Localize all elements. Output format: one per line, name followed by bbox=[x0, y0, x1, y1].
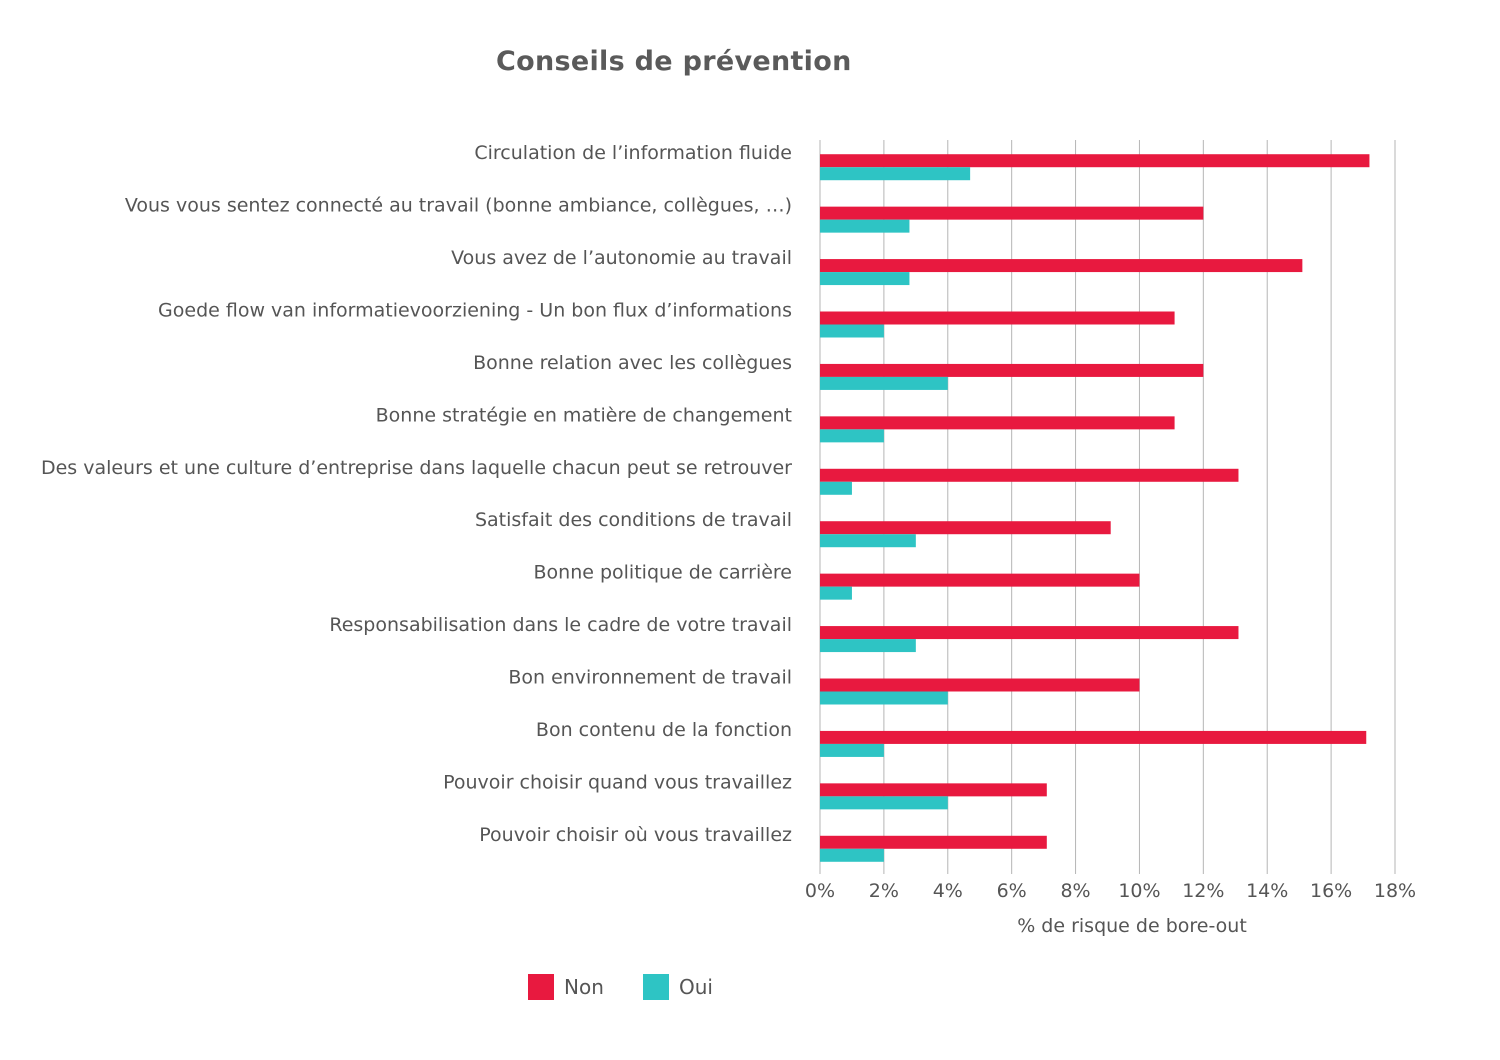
x-tick-label: 10% bbox=[1118, 880, 1160, 902]
bar-non bbox=[820, 206, 1204, 220]
category-label: Pouvoir choisir où vous travaillez bbox=[479, 824, 792, 846]
x-tick-labels: 0% 2% 4% 6% 8% 10% 12% 14% 16% 18% bbox=[805, 880, 1416, 902]
chart-title: Conseils de prévention bbox=[496, 46, 852, 77]
bar-oui bbox=[820, 324, 884, 338]
bar-oui bbox=[820, 219, 910, 233]
category-label: Bonne stratégie en matière de changement bbox=[376, 404, 792, 426]
category-label: Bonne relation avec les collègues bbox=[473, 352, 792, 374]
bar-non bbox=[820, 678, 1140, 692]
bar-non bbox=[820, 468, 1239, 482]
x-tick-label: 8% bbox=[1060, 880, 1090, 902]
bar-oui bbox=[820, 481, 852, 495]
bar-non bbox=[820, 416, 1175, 430]
bar-oui bbox=[820, 691, 948, 705]
bar-oui bbox=[820, 639, 916, 653]
x-tick-label: 2% bbox=[869, 880, 899, 902]
bar-non bbox=[820, 783, 1047, 797]
category-label: Bon environnement de travail bbox=[508, 667, 792, 689]
category-label: Vous vous sentez connecté au travail (bo… bbox=[125, 195, 792, 217]
legend-item-oui: Oui bbox=[643, 974, 713, 1000]
bar-oui bbox=[820, 167, 971, 181]
category-label: Pouvoir choisir quand vous travaillez bbox=[443, 771, 792, 793]
bars bbox=[820, 154, 1370, 862]
category-label: Responsabilisation dans le cadre de votr… bbox=[329, 614, 792, 636]
x-tick-label: 6% bbox=[997, 880, 1027, 902]
bar-oui bbox=[820, 796, 948, 810]
legend-label-non: Non bbox=[564, 975, 604, 999]
category-label: Circulation de l’information fluide bbox=[474, 142, 792, 164]
category-label: Des valeurs et une culture d’entreprise … bbox=[41, 457, 792, 479]
legend-swatch-non bbox=[528, 974, 554, 1000]
bar-oui bbox=[820, 586, 852, 600]
category-label: Bonne politique de carrière bbox=[534, 562, 793, 584]
x-tick-label: 4% bbox=[933, 880, 963, 902]
bar-non bbox=[820, 573, 1140, 587]
bar-non bbox=[820, 154, 1370, 168]
x-tick-label: 16% bbox=[1310, 880, 1352, 902]
bar-non bbox=[820, 626, 1239, 640]
bar-non bbox=[820, 363, 1204, 377]
legend-swatch-oui bbox=[643, 974, 669, 1000]
x-axis-title: % de risque de bore-out bbox=[1017, 915, 1247, 937]
bar-non bbox=[820, 259, 1303, 273]
bar-oui bbox=[820, 743, 884, 757]
bar-oui bbox=[820, 272, 910, 286]
x-tick-label: 0% bbox=[805, 880, 835, 902]
x-tick-label: 18% bbox=[1374, 880, 1416, 902]
bar-oui bbox=[820, 534, 916, 548]
bar-non bbox=[820, 730, 1367, 744]
gridlines bbox=[819, 140, 1396, 874]
x-tick-label: 14% bbox=[1246, 880, 1288, 902]
bar-oui bbox=[820, 848, 884, 862]
bar-oui bbox=[820, 376, 948, 390]
category-label: Satisfait des conditions de travail bbox=[475, 509, 792, 531]
category-labels: Circulation de l’information fluide Vous … bbox=[41, 142, 792, 846]
category-label: Goede flow van informatievoorziening - U… bbox=[158, 300, 792, 322]
bar-non bbox=[820, 311, 1175, 325]
legend-item-non: Non bbox=[528, 974, 604, 1000]
legend-label-oui: Oui bbox=[679, 975, 713, 999]
bar-non bbox=[820, 835, 1047, 849]
bar-non bbox=[820, 521, 1111, 535]
bar-oui bbox=[820, 429, 884, 443]
x-tick-label: 12% bbox=[1182, 880, 1224, 902]
category-label: Vous avez de l’autonomie au travail bbox=[451, 247, 792, 269]
category-label: Bon contenu de la fonction bbox=[536, 719, 792, 741]
